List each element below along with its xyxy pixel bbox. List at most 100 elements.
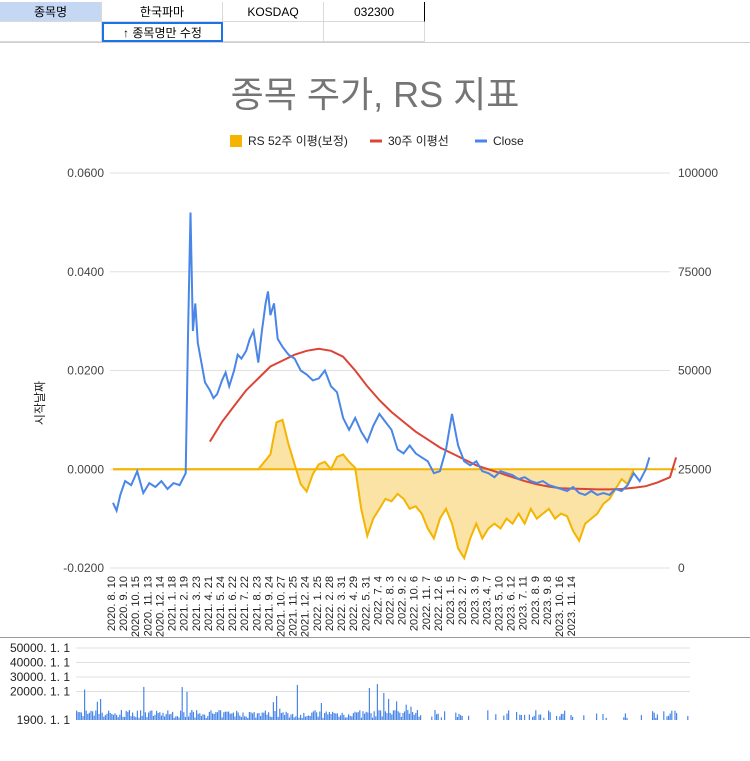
volume-bar xyxy=(88,712,90,720)
volume-bar xyxy=(373,711,375,720)
legend-item: 30주 이평선 xyxy=(370,134,449,148)
x-axis-tick: 2023. 5. 10 xyxy=(493,576,505,631)
volume-bar xyxy=(226,711,228,720)
volume-bar xyxy=(196,710,198,720)
volume-bar xyxy=(234,716,236,720)
volume-bar xyxy=(538,714,540,720)
volume-bar xyxy=(250,712,252,720)
volume-bar xyxy=(319,711,321,720)
cell-stock-name[interactable]: 한국파마 xyxy=(102,2,223,22)
x-axis-tick: 2022. 10. 6 xyxy=(409,576,421,631)
volume-bar xyxy=(333,713,335,720)
volume-bar xyxy=(655,717,657,720)
volume-bar xyxy=(285,711,287,720)
volume-bar xyxy=(408,713,410,720)
x-axis-tick: 2023. 6. 12 xyxy=(506,576,518,631)
volume-bar xyxy=(687,715,689,720)
volume-bar xyxy=(106,713,108,720)
volume-bar xyxy=(335,713,337,720)
volume-bar xyxy=(186,691,188,720)
x-axis-tick: 2020. 10. 15 xyxy=(130,576,142,637)
y-axis-label: 시작날짜 xyxy=(33,381,47,425)
main-chart[interactable]: 종목 주가, RS 지표 RS 52주 이평(보정) 30주 이평선 Close 시… xyxy=(0,42,750,638)
y-right-tick: 50000 xyxy=(678,364,712,378)
volume-bar xyxy=(503,715,505,720)
volume-bar xyxy=(341,712,343,720)
cell-code[interactable]: 032300 xyxy=(324,2,425,22)
volume-bar xyxy=(122,716,124,720)
volume-bar xyxy=(236,710,238,720)
volume-bar xyxy=(77,712,79,720)
volume-bar xyxy=(109,712,111,720)
volume-bar xyxy=(360,717,362,720)
x-axis-tick: 2020. 8. 10 xyxy=(106,576,118,631)
cell-empty[interactable] xyxy=(0,22,102,42)
x-axis-tick: 2021. 2. 19 xyxy=(179,576,191,631)
volume-bar xyxy=(208,711,210,720)
volume-bar xyxy=(104,715,106,720)
sheet-row-1: 종목명 한국파마 KOSDAQ 032300 xyxy=(0,2,425,22)
volume-bar xyxy=(152,716,154,720)
volume-bar xyxy=(376,684,378,720)
volume-bar xyxy=(304,716,306,720)
volume-bar xyxy=(528,714,530,720)
volume-bar xyxy=(194,717,196,720)
volume-bar xyxy=(252,713,254,720)
volume-bar xyxy=(564,710,566,720)
volume-bar xyxy=(560,713,562,720)
volume-bar xyxy=(173,717,175,720)
x-axis-tick: 2021. 5. 24 xyxy=(215,576,227,631)
volume-bar xyxy=(93,715,95,720)
volume-bar xyxy=(133,716,135,720)
volume-bar xyxy=(300,714,302,720)
volume-bar xyxy=(271,717,273,720)
x-axis-tick: 2022. 4. 29 xyxy=(348,576,360,631)
x-axis-tick: 2023. 2. 7 xyxy=(457,576,469,625)
volume-bar xyxy=(384,711,386,720)
volume-chart[interactable]: 50000. 1. 1 40000. 1. 1 30000. 1. 1 20000. … xyxy=(0,637,750,756)
volume-bar xyxy=(674,710,676,720)
volume-bar xyxy=(322,717,324,720)
cell-market[interactable]: KOSDAQ xyxy=(223,2,324,22)
volume-bar xyxy=(140,710,142,720)
volume-bar xyxy=(602,714,604,720)
volume-bar xyxy=(519,714,521,720)
legend-swatch xyxy=(230,135,242,147)
y-right-tick: 25000 xyxy=(678,462,712,476)
cell-empty[interactable] xyxy=(223,22,324,42)
cell-label[interactable]: 종목명 xyxy=(0,2,102,22)
volume-bar xyxy=(455,712,457,720)
volume-bar xyxy=(605,717,607,720)
cell-empty[interactable] xyxy=(324,22,425,42)
volume-bar xyxy=(394,710,396,720)
x-axis-tick: 2022. 8. 3 xyxy=(385,576,397,625)
vol-y-tick: 50000. 1. 1 xyxy=(10,641,70,655)
volume-bar xyxy=(268,712,270,720)
volume-bar xyxy=(548,710,550,720)
volume-bar xyxy=(468,715,470,720)
volume-bar xyxy=(218,710,220,720)
y-right-tick: 0 xyxy=(678,561,685,575)
volume-bar xyxy=(570,714,572,720)
volume-bar xyxy=(324,713,326,720)
x-axis-tick: 2020. 9. 10 xyxy=(118,576,130,631)
volume-bar xyxy=(239,715,241,720)
rs-line xyxy=(113,418,635,561)
volume-bar xyxy=(357,712,359,720)
x-axis-tick: 2023. 9. 8 xyxy=(542,576,554,625)
volume-bar xyxy=(370,713,372,720)
volume-bar xyxy=(410,706,412,720)
volume-bar xyxy=(98,713,100,720)
volume-bar xyxy=(559,716,561,720)
volume-bar xyxy=(141,715,143,720)
x-axis-tick: 2022. 7. 4 xyxy=(372,576,384,625)
volume-bar xyxy=(368,688,370,720)
volume-bar xyxy=(120,710,122,720)
volume-bar xyxy=(237,712,239,720)
volume-bar xyxy=(388,698,390,720)
volume-bar xyxy=(167,710,169,720)
volume-bar xyxy=(440,717,442,720)
x-axis-tick: 2023. 8. 9 xyxy=(530,576,542,625)
volume-bar xyxy=(80,712,82,720)
cell-note[interactable]: ↑ 종목명만 수정 xyxy=(102,22,223,42)
